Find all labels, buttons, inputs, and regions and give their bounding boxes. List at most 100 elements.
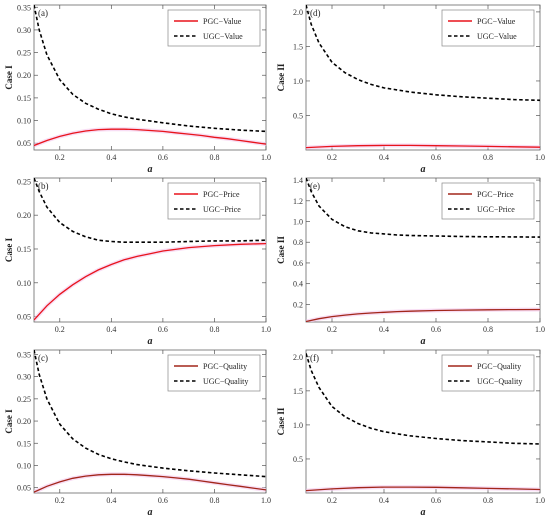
legend-entry: UGC−Quality [477,377,522,386]
plot-frame [33,4,267,151]
legend-box [441,354,535,392]
x-tick-label: 0.6 [431,496,441,505]
x-tick-label: 0.8 [483,325,493,334]
x-tick-label: 0.8 [483,153,493,162]
plot-frame [33,177,267,323]
x-tick-label: 0.4 [106,153,116,162]
y-tick-label: 1.4 [293,176,303,185]
legend: PGC−Quality UGC−Quality [441,354,535,392]
legend-entry: PGC−Price [203,190,240,199]
legend-entry: UGC−Value [477,32,517,41]
series-line-ugc [34,350,266,478]
y-axis-label: Case II [276,407,286,435]
panel-label: (c) [38,353,48,363]
y-tick-label: 0.05 [17,139,31,148]
panel-label: (d) [310,8,321,18]
legend-entry: UGC−Quality [203,377,248,386]
x-tick-label: 1.0 [261,496,271,505]
x-tick-label: 0.8 [209,153,219,162]
y-axis-label: Case II [276,63,286,91]
y-tick-label: 0.2 [293,300,303,309]
y-tick-label: 2.0 [293,353,303,362]
series-line-pgc [306,486,540,492]
panel-label: (b) [38,181,49,191]
series-line-ugc [306,353,540,445]
legend: PGC−Price UGC−Price [167,182,261,220]
x-tick-label: 1.0 [261,153,271,162]
series-line-halo [34,127,266,148]
y-tick-label: 0.20 [17,71,31,80]
x-tick-label: 0.8 [209,325,219,334]
panel-label: (e) [310,181,320,191]
y-tick-label: 1.5 [293,42,303,51]
x-tick-label: 0.8 [483,496,493,505]
series-line-ugc [34,178,266,243]
legend-entry: PGC−Value [477,17,516,26]
series-line-ugc [34,5,266,133]
legend-entry: UGC−Price [203,205,241,214]
series-line-halo [34,241,266,322]
x-tick-label: 0.8 [209,496,219,505]
y-tick-label: 0.5 [293,111,303,120]
x-axis-label: a [421,336,426,347]
y-tick-label: 2.0 [293,8,303,17]
y-tick-label: 0.35 [17,350,31,359]
plot-frame [305,177,541,323]
y-tick-label: 1.5 [293,387,303,396]
series-line-halo [34,472,266,493]
legend-entry: PGC−Quality [203,362,247,371]
y-tick-label: 0.10 [17,461,31,470]
y-axis-label: Case I [4,409,14,434]
y-tick-label: 0.30 [17,26,31,35]
series-line-pgc [34,128,266,147]
x-tick-label: 0.2 [55,325,65,334]
x-tick-label: 0.2 [55,153,65,162]
y-tick-label: 0.10 [17,279,31,288]
panel-c: 0.2 0.4 0.6 0.8 1.0 0.05 0.10 0.15 0.20 0.25 0.30 0… [4,349,271,518]
y-axis-label: Case I [4,65,14,90]
plot-frame [33,349,267,494]
x-tick-label: 0.6 [431,153,441,162]
x-tick-label: 0.6 [158,496,168,505]
y-tick-label: 0.15 [17,245,31,254]
panel-label: (a) [38,8,48,18]
y-tick-label: 0.05 [17,484,31,493]
y-axis-label: Case II [276,236,286,264]
y-tick-label: 0.25 [17,49,31,58]
legend-entry: PGC−Price [477,190,514,199]
x-tick-label: 1.0 [535,153,545,162]
x-axis-label: a [421,164,426,175]
x-tick-label: 0.2 [327,153,337,162]
plot-frame [305,349,541,494]
x-tick-label: 0.4 [106,496,116,505]
y-tick-label: 0.05 [17,313,31,322]
x-axis-label: a [148,507,153,518]
y-tick-label: 0.20 [17,417,31,426]
panel-f: 0.2 0.4 0.6 0.8 1.0 0.5 1.0 1.5 2.0 a Case II (f) PG… [276,349,545,518]
y-tick-label: 0.10 [17,117,31,126]
panel-label: (f) [310,353,319,363]
panel-a: 0.2 0.4 0.6 0.8 1.0 0.05 0.10 0.15 0.20 0.25 0.30 0… [4,3,271,175]
x-axis-label: a [148,164,153,175]
panel-b: 0.2 0.4 0.6 0.8 1.0 0.05 0.10 0.15 0.20 0.25 a Case… [4,177,271,347]
panel-d: 0.2 0.4 0.6 0.8 1.0 0.5 1.0 1.5 2.0 a Case II (d) PG… [276,4,545,175]
x-tick-label: 1.0 [535,325,545,334]
series-line-pgc [306,308,540,322]
series-line-ugc [306,5,540,102]
x-tick-label: 0.6 [431,325,441,334]
y-tick-label: 0.4 [293,280,303,289]
x-tick-label: 0.4 [106,325,116,334]
y-tick-label: 0.15 [17,439,31,448]
legend: PGC−Price UGC−Price [441,182,535,220]
series-line-pgc [34,242,266,321]
x-axis-label: a [421,507,426,518]
x-axis-label: a [148,336,153,347]
y-tick-label: 0.15 [17,94,31,103]
legend: PGC−Value UGC−Value [167,9,261,47]
y-tick-label: 0.5 [293,455,303,464]
x-tick-label: 0.6 [158,325,168,334]
y-axis-label: Case I [4,237,14,262]
y-tick-label: 0.20 [17,211,31,220]
x-tick-label: 1.0 [261,325,271,334]
